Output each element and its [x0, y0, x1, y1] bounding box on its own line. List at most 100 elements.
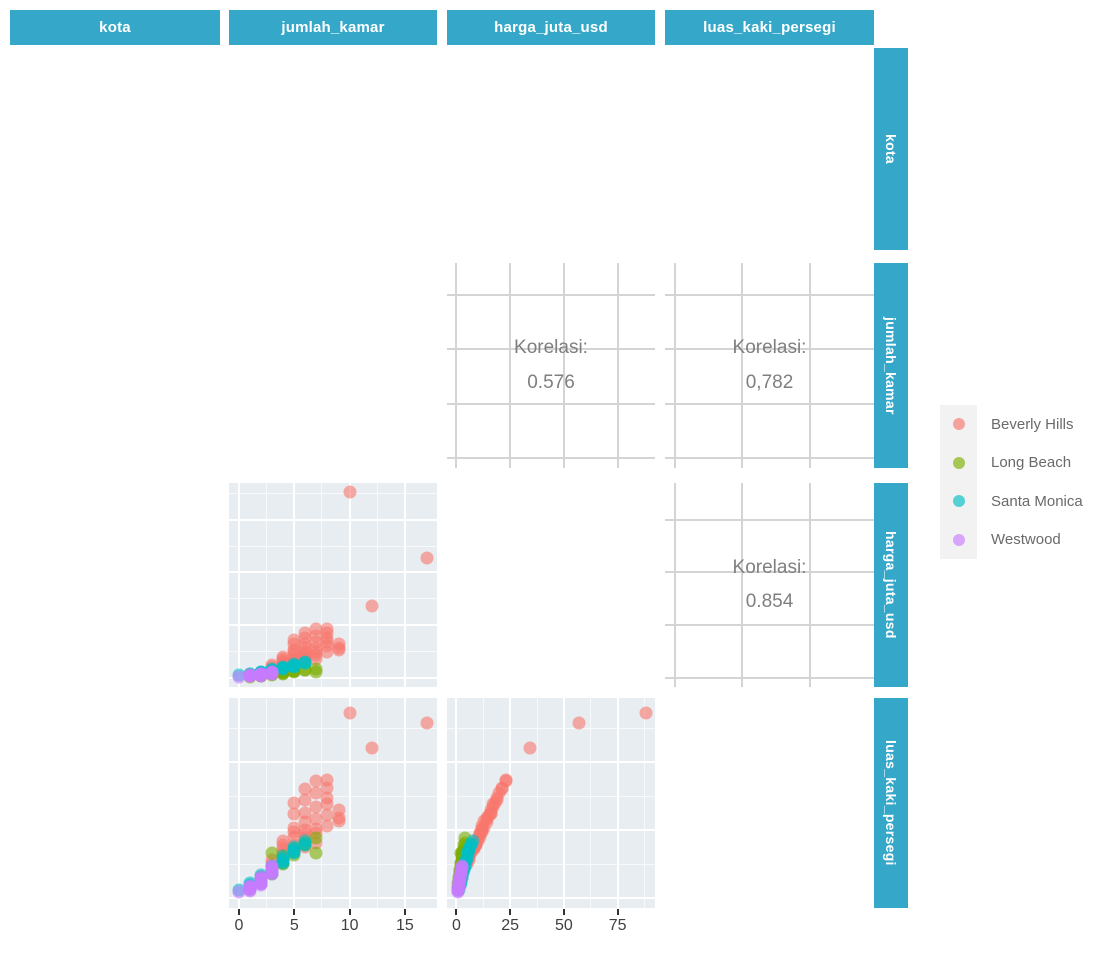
- axis-tick-label: 15: [396, 917, 414, 934]
- data-point: [298, 834, 312, 848]
- data-point: [572, 716, 586, 730]
- data-point: [265, 846, 279, 860]
- legend-label: Santa Monica: [991, 492, 1083, 510]
- correlation-label: Korelasi:: [732, 556, 807, 578]
- correlation-label: Korelasi:: [514, 337, 588, 359]
- axis-tick-label: 5: [289, 917, 299, 934]
- axis-tick-label: 50: [554, 917, 573, 934]
- scatter-panel-harga-vs-jumlah-kamar: [229, 483, 437, 687]
- data-point: [320, 791, 334, 805]
- data-point: [287, 840, 301, 854]
- data-point: [287, 633, 301, 647]
- legend-key: [940, 482, 977, 521]
- data-point: [243, 668, 257, 682]
- data-point: [276, 849, 290, 863]
- data-point: [287, 657, 301, 671]
- axis-tick-label: 10: [340, 917, 359, 934]
- axis-tick-mark: [348, 909, 351, 915]
- correlation-panel-harga-luas: Korelasi: 0.854: [665, 483, 874, 687]
- scatter-panel-luas-vs-jumlah-kamar: [229, 698, 437, 908]
- data-point: [320, 622, 334, 636]
- column-strip-harga-juta-usd: harga_juta_usd: [447, 10, 655, 45]
- data-point: [332, 803, 346, 817]
- column-strip-jumlah-kamar: jumlah_kamar: [229, 10, 437, 45]
- correlation-text: Korelasi: 0.576: [447, 331, 655, 399]
- data-point: [298, 626, 312, 640]
- legend: Beverly Hills Long Beach Santa Monica We…: [940, 405, 1083, 559]
- axis-tick-mark: [509, 909, 512, 915]
- axis-tick-mark: [293, 909, 296, 915]
- data-point: [309, 846, 323, 860]
- column-strip-jumlah-kamar-label: jumlah_kamar: [281, 19, 385, 36]
- data-point: [287, 821, 301, 835]
- correlation-text: Korelasi: 0,782: [665, 331, 874, 399]
- data-point: [320, 773, 334, 787]
- data-point: [298, 806, 312, 820]
- data-point: [420, 551, 434, 565]
- legend-key: [940, 405, 977, 444]
- column-strip-luas-kaki-persegi: luas_kaki_persegi: [665, 10, 874, 45]
- data-point: [365, 741, 379, 755]
- santa-monica-dot-icon: [952, 495, 965, 508]
- data-point: [243, 879, 257, 893]
- column-strip-harga-juta-usd-label: harga_juta_usd: [494, 19, 608, 36]
- long-beach-dot-icon: [952, 456, 965, 469]
- x-axis-harga-juta-usd: 0 25 50 75: [447, 909, 655, 949]
- data-point: [309, 831, 323, 845]
- data-point: [298, 793, 312, 807]
- row-strip-jumlah-kamar: jumlah_kamar: [874, 263, 908, 468]
- beverly-hills-dot-icon: [952, 418, 965, 431]
- row-strip-luas-kaki-persegi: luas_kaki_persegi: [874, 698, 908, 908]
- column-strip-luas-kaki-persegi-label: luas_kaki_persegi: [703, 19, 836, 36]
- row-strip-kota-label: kota: [883, 134, 899, 164]
- data-point: [639, 706, 653, 720]
- x-axis-jumlah-kamar: 0 5 10 15: [229, 909, 437, 949]
- data-point: [298, 655, 312, 669]
- data-point: [287, 796, 301, 810]
- data-point: [276, 660, 290, 674]
- data-point: [232, 885, 246, 899]
- axis-tick-label: 75: [608, 917, 627, 934]
- axis-tick-mark: [455, 909, 458, 915]
- legend-item-westwood: Westwood: [940, 520, 1083, 559]
- data-point: [332, 637, 346, 651]
- legend-key: [940, 520, 977, 559]
- legend-label: Beverly Hills: [991, 415, 1074, 433]
- data-point: [298, 782, 312, 796]
- scatter-panel-luas-vs-harga: [447, 698, 655, 908]
- axis-tick-label: 0: [234, 917, 244, 934]
- data-point: [309, 774, 323, 788]
- column-strip-kota-label: kota: [99, 19, 131, 36]
- legend-label: Westwood: [991, 531, 1061, 549]
- data-point: [466, 834, 480, 848]
- data-point: [254, 870, 268, 884]
- row-strip-luas-kaki-persegi-label: luas_kaki_persegi: [883, 740, 899, 866]
- correlation-value: 0.854: [745, 591, 794, 612]
- data-point: [276, 834, 290, 848]
- correlation-label: Korelasi:: [732, 337, 807, 359]
- column-strip-kota: kota: [10, 10, 220, 45]
- data-point: [309, 800, 323, 814]
- data-point: [320, 819, 334, 833]
- data-point: [309, 622, 323, 636]
- data-point: [276, 650, 290, 664]
- correlation-value: 0.576: [527, 371, 575, 393]
- data-point: [343, 706, 357, 720]
- data-point: [343, 485, 357, 499]
- data-point: [254, 667, 268, 681]
- data-point: [232, 670, 246, 684]
- axis-tick-mark: [237, 909, 240, 915]
- row-strip-kota: kota: [874, 48, 908, 250]
- data-point: [420, 716, 434, 730]
- legend-label: Long Beach: [991, 454, 1072, 472]
- correlation-text: Korelasi: 0.854: [665, 551, 874, 619]
- legend-key: [940, 443, 977, 482]
- row-strip-harga-juta-usd: harga_juta_usd: [874, 483, 908, 687]
- data-point: [455, 859, 469, 873]
- row-strip-harga-juta-usd-label: harga_juta_usd: [883, 531, 899, 639]
- data-point: [484, 803, 498, 817]
- legend-item-santa-monica: Santa Monica: [940, 482, 1083, 521]
- data-point: [309, 662, 323, 676]
- data-point: [309, 786, 323, 800]
- data-point: [265, 665, 279, 679]
